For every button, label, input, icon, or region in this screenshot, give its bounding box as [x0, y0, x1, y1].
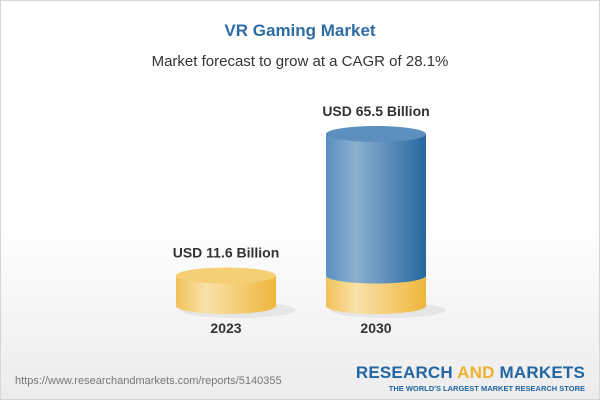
logo-text-3: MARKETS	[494, 363, 585, 382]
bar-2030-base-body	[326, 275, 426, 314]
category-label: 2030	[360, 320, 391, 336]
bar-2030-growth-top	[326, 126, 426, 142]
data-label: USD 65.5 Billion	[322, 103, 429, 119]
bar-2030-growth-body	[326, 134, 426, 284]
brand-logo: RESEARCH AND MARKETS THE WORLD'S LARGEST…	[356, 363, 585, 393]
source-url[interactable]: https://www.researchandmarkets.com/repor…	[15, 375, 282, 387]
logo-text-1: RESEARCH	[355, 363, 458, 382]
chart-title: VR Gaming Market	[224, 21, 376, 40]
logo-text-2: AND	[457, 363, 495, 382]
bar-2023-top	[176, 267, 276, 284]
bar-2023-body	[176, 275, 276, 314]
logo-tagline: THE WORLD'S LARGEST MARKET RESEARCH STOR…	[388, 384, 585, 393]
chart-subtitle: Market forecast to grow at a CAGR of 28.…	[151, 53, 449, 70]
category-label: 2023	[210, 320, 241, 336]
data-label: USD 11.6 Billion	[173, 245, 280, 261]
